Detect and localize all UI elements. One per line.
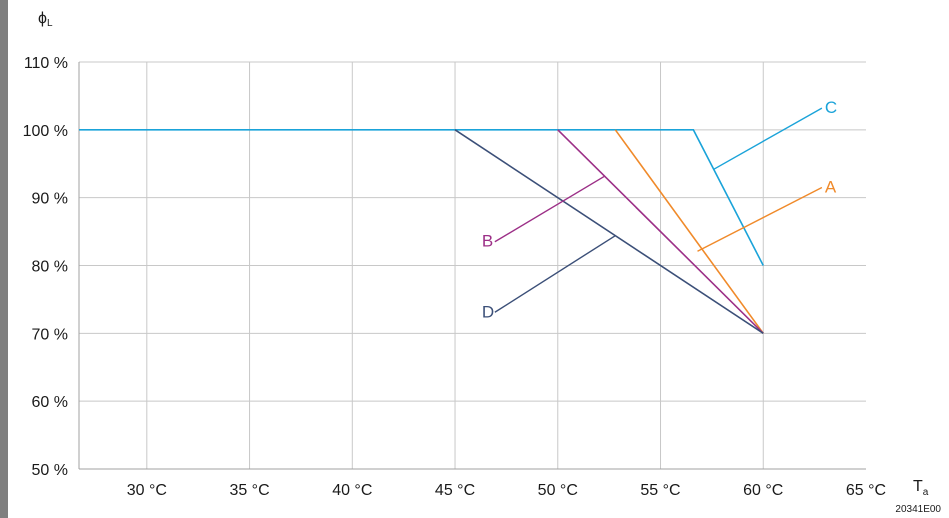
y-tick-labels: 50 % 60 % 70 % 80 % 90 % 100 % 110 %	[23, 55, 68, 479]
leader-line-d	[494, 235, 616, 313]
x-tick-label: 45 °C	[435, 482, 475, 499]
series-line-a	[614, 129, 764, 334]
series-label-d: D	[482, 302, 494, 321]
x-tick-label: 30 °C	[127, 482, 167, 499]
x-axis-subscript: a	[923, 487, 929, 498]
leader-line-b	[494, 175, 606, 243]
y-tick-label: 90 %	[32, 191, 68, 208]
series-label-b: B	[482, 232, 493, 251]
series-label-a: A	[825, 177, 837, 196]
x-axis-symbol: T	[913, 478, 923, 495]
y-tick-label: 110 %	[24, 55, 68, 72]
y-tick-label: 50 %	[32, 462, 68, 479]
x-tick-label: 40 °C	[332, 482, 372, 499]
figure-code: 20341E00	[895, 504, 941, 515]
series-lines	[79, 129, 764, 335]
x-tick-label: 55 °C	[640, 482, 680, 499]
x-tick-label: 35 °C	[229, 482, 269, 499]
leader-line-a	[697, 186, 823, 252]
y-axis-label: ϕL	[38, 10, 53, 29]
x-tick-labels: 30 °C 35 °C 40 °C 45 °C 50 °C 55 °C 60 °C 65 °C	[127, 482, 886, 499]
x-tick-label: 65 °C	[846, 482, 886, 499]
leader-line-c	[713, 107, 823, 170]
series-line-c	[79, 129, 764, 266]
y-axis-subscript: L	[47, 18, 53, 29]
x-tick-label: 60 °C	[743, 482, 783, 499]
y-tick-label: 100 %	[23, 123, 68, 140]
series-labels: C A B D	[482, 98, 837, 321]
series-line-b	[557, 129, 764, 334]
series-leaders	[494, 107, 823, 313]
y-axis-symbol: ϕ	[38, 10, 47, 27]
left-edge-bar	[0, 0, 8, 518]
grid	[79, 61, 866, 470]
y-tick-label: 80 %	[32, 259, 68, 276]
x-tick-label: 50 °C	[538, 482, 578, 499]
series-line-d	[454, 129, 764, 335]
series-label-c: C	[825, 98, 837, 117]
y-tick-label: 60 %	[32, 394, 68, 411]
y-tick-label: 70 %	[32, 326, 68, 343]
x-axis-label: Ta	[913, 478, 929, 498]
